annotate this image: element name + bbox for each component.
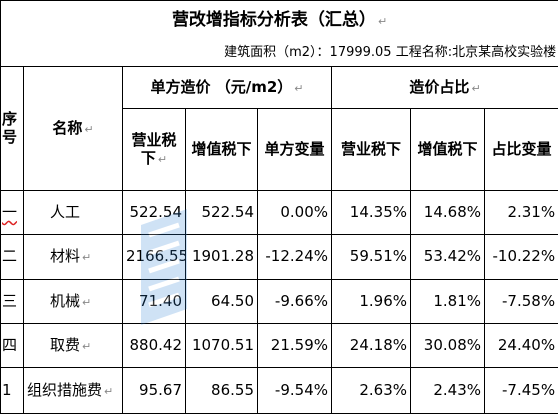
row-business-tax: 95.67 bbox=[123, 368, 186, 414]
header-share-group: 造价占比 bbox=[409, 78, 469, 96]
project-info: 建筑面积（m2）：17999.05 工程名称:北京某高校实验楼 bbox=[224, 45, 556, 60]
paragraph-mark-icon: ↵ bbox=[378, 15, 387, 28]
paragraph-mark-icon: ↵ bbox=[158, 153, 167, 166]
row-vat: 86.55 bbox=[186, 368, 258, 414]
row-seq: 一 bbox=[1, 191, 24, 235]
paragraph-mark-icon: ↵ bbox=[82, 296, 91, 309]
row-name-cell: 组织措施费↵ bbox=[24, 368, 123, 414]
row-business-tax: 522.54 bbox=[123, 191, 186, 235]
row-name: 人工 bbox=[24, 191, 123, 235]
row-vat: 522.54 bbox=[186, 191, 258, 235]
header-unit-cost-group: 单方造价 （元/m2） bbox=[151, 78, 293, 96]
row-vat-share: 2.43% bbox=[411, 368, 485, 414]
header-business-tax: 营业税下 bbox=[131, 131, 176, 166]
row-unit-change: -9.66% bbox=[258, 280, 332, 324]
project-info-cell: 建筑面积（m2）：17999.05 工程名称:北京某高校实验楼 bbox=[1, 41, 558, 67]
paragraph-mark-icon: ↵ bbox=[471, 82, 480, 95]
row-business-tax-share: 14.35% bbox=[332, 191, 411, 235]
row-share-change: 24.40% bbox=[485, 324, 558, 368]
paragraph-mark-icon: ↵ bbox=[294, 82, 303, 95]
row-seq: 1 bbox=[1, 368, 24, 414]
row-name-cell: 机械↵ bbox=[24, 280, 123, 324]
row-unit-change: 21.59% bbox=[258, 324, 332, 368]
row-vat-share: 1.81% bbox=[411, 280, 485, 324]
row-vat-share: 30.08% bbox=[411, 324, 485, 368]
header-share-change: 占比变量 bbox=[485, 109, 558, 191]
row-share-change: 2.31% bbox=[485, 191, 558, 235]
paragraph-mark-icon: ↵ bbox=[82, 340, 91, 353]
row-name-cell: 材料↵ bbox=[24, 235, 123, 280]
row-share-change: -7.45% bbox=[485, 368, 558, 414]
header-business-tax-share: 营业税下 bbox=[332, 109, 411, 191]
table-title: 营改增指标分析表（汇总） bbox=[172, 10, 376, 30]
row-business-tax: 71.40 bbox=[123, 280, 186, 324]
paragraph-mark-icon: ↵ bbox=[82, 251, 91, 264]
row-unit-change: -9.54% bbox=[258, 368, 332, 414]
paragraph-mark-icon: ↵ bbox=[84, 123, 93, 136]
header-seq: 序号 bbox=[1, 67, 24, 191]
table-row: 三 机械↵ 71.40 64.50 -9.66% 1.96% 1.81% -7.… bbox=[1, 280, 558, 324]
table-title-cell: 营改增指标分析表（汇总）↵ bbox=[1, 1, 558, 41]
header-unit-cost-group-cell: 单方造价 （元/m2）↵ bbox=[123, 67, 332, 109]
row-business-tax-share: 1.96% bbox=[332, 280, 411, 324]
row-unit-change: -12.24% bbox=[258, 235, 332, 280]
header-vat: 增值税下 bbox=[186, 109, 258, 191]
row-business-tax-share: 24.18% bbox=[332, 324, 411, 368]
row-unit-change: 0.00% bbox=[258, 191, 332, 235]
row-vat-share: 53.42% bbox=[411, 235, 485, 280]
row-business-tax: 880.42 bbox=[123, 324, 186, 368]
row-seq: 二 bbox=[1, 235, 24, 280]
row-name: 取费 bbox=[50, 336, 80, 354]
row-vat: 1901.28 bbox=[186, 235, 258, 280]
row-business-tax-share: 2.63% bbox=[332, 368, 411, 414]
row-vat: 64.50 bbox=[186, 280, 258, 324]
header-unit-change: 单方变量 bbox=[258, 109, 332, 191]
header-vat-share: 增值税下 bbox=[411, 109, 485, 191]
header-business-tax-cell: 营业税下↵ bbox=[123, 109, 186, 191]
table-row: 1 组织措施费↵ 95.67 86.55 -9.54% 2.63% 2.43% … bbox=[1, 368, 558, 414]
row-name: 组织措施费 bbox=[27, 381, 102, 399]
header-name-cell: 名称↵ bbox=[24, 67, 123, 191]
table-row: 四 取费↵ 880.42 1070.51 21.59% 24.18% 30.08… bbox=[1, 324, 558, 368]
row-share-change: -10.22% bbox=[485, 235, 558, 280]
paragraph-mark-icon: ↵ bbox=[104, 385, 113, 398]
table-row: 一 人工 522.54 522.54 0.00% 14.35% 14.68% 2… bbox=[1, 191, 558, 235]
header-name: 名称 bbox=[52, 119, 82, 137]
row-name: 材料 bbox=[50, 247, 80, 265]
row-name-cell: 取费↵ bbox=[24, 324, 123, 368]
row-business-tax: 2166.55 bbox=[123, 235, 186, 280]
row-vat: 1070.51 bbox=[186, 324, 258, 368]
header-share-group-cell: 造价占比↵ bbox=[332, 67, 558, 109]
table-row: 二 材料↵ 2166.55 1901.28 -12.24% 59.51% 53.… bbox=[1, 235, 558, 280]
row-name: 机械 bbox=[50, 292, 80, 310]
row-business-tax-share: 59.51% bbox=[332, 235, 411, 280]
row-share-change: -7.58% bbox=[485, 280, 558, 324]
row-seq: 四 bbox=[1, 324, 24, 368]
row-seq: 三 bbox=[1, 280, 24, 324]
row-vat-share: 14.68% bbox=[411, 191, 485, 235]
